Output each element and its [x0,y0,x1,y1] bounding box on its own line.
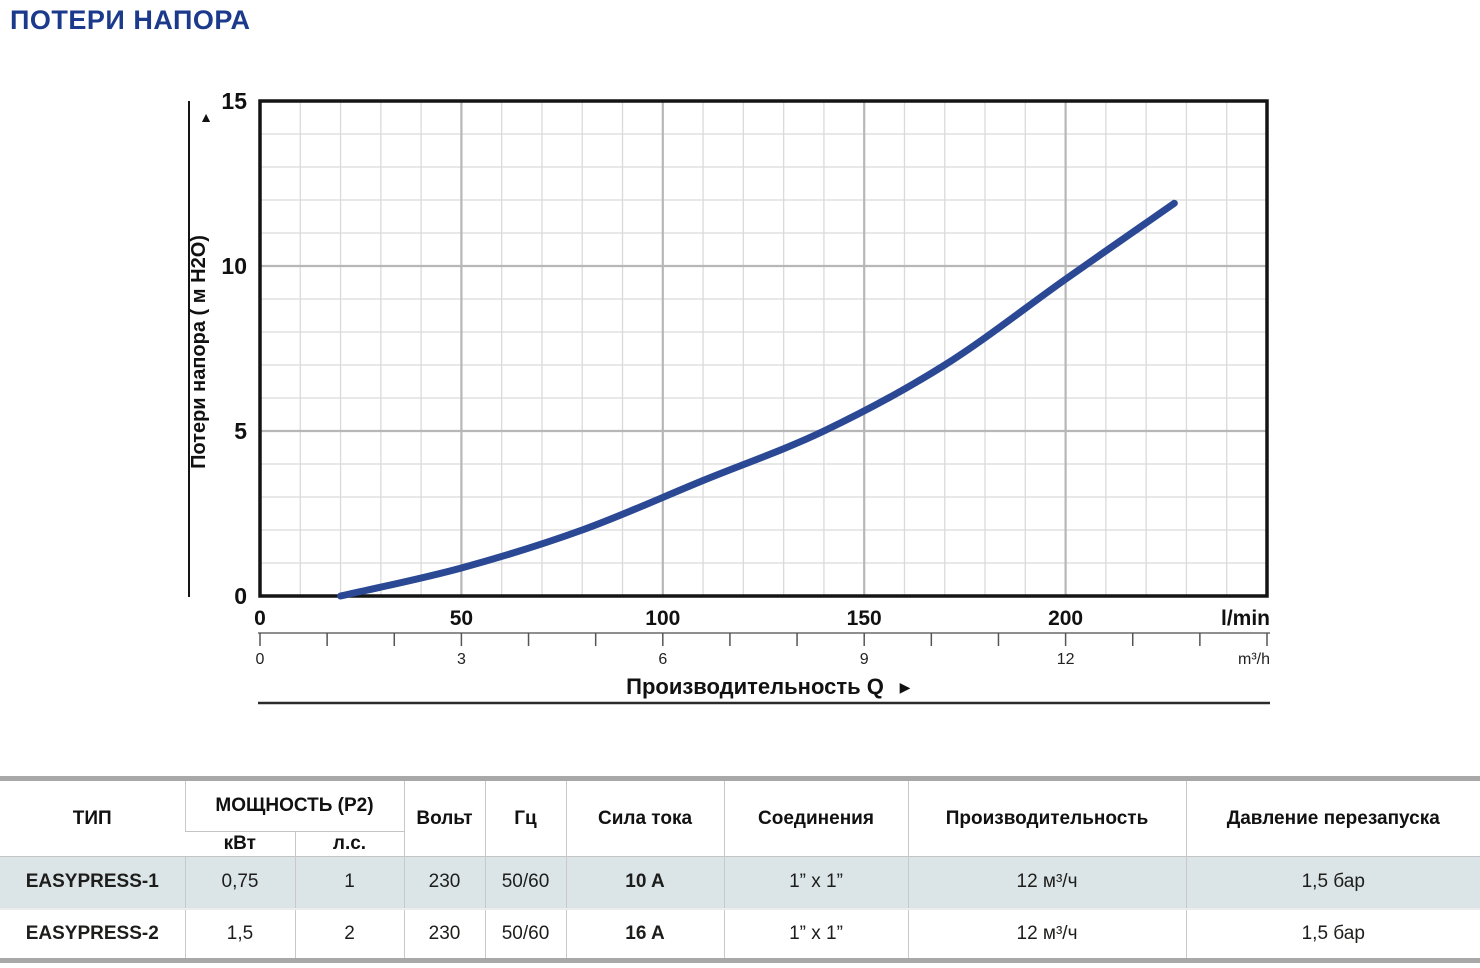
y-tick-label: 10 [221,253,247,279]
cell-kw: 1,5 [184,907,295,961]
header-connections: Соединения [723,778,908,857]
y-tick-label: 0 [234,583,247,609]
x-tick-label-m3h: 3 [457,651,466,668]
header-power-hp: л.с. [294,831,404,857]
head-loss-curve-line [337,199,1178,600]
cell-type: EASYPRESS-1 [0,856,185,909]
page-title: ПОТЕРИ НАПОРА [10,5,251,35]
head-loss-chart: 0 5 10 15 0 50 100 150 200 l/min 0 3 6 9 12 m³/h Потери … [0,80,1480,720]
header-subrow: кВт л.с. [0,831,1480,857]
x-tick-label-lmin: 0 [254,607,266,630]
y-axis-title: Потери напора ( м H2O) [188,235,210,469]
header-power-kw: кВт [223,833,256,854]
x-tick-label-lmin: 100 [645,607,680,630]
header-power: МОЩНОСТЬ (P2) [184,778,404,832]
x-tick-label-lmin: 150 [847,607,882,630]
x-tick-label-lmin: 200 [1048,607,1083,630]
cell-volt: 230 [403,907,485,961]
spec-table-container: ТИП МОЩНОСТЬ (P2) Вольт Гц Сила тока Сое… [0,776,1480,963]
header-capacity: Производительность [907,778,1186,857]
x-tick-label-m3h: 6 [658,651,667,668]
up-arrow-icon: ▲ [199,109,213,125]
x-tick-label-lmin: 50 [450,607,473,630]
plot-frame [258,99,1269,598]
header-type: ТИП [72,807,112,829]
cell-capacity: 12 м³/ч [907,856,1186,909]
header-volt: Вольт [403,778,485,857]
cell-current: 10 A [565,856,724,909]
header-row: ТИП МОЩНОСТЬ (P2) Вольт Гц Сила тока Сое… [0,778,1480,857]
y-tick-label: 5 [234,418,247,444]
right-arrow-icon: ▶ [900,679,911,695]
x-axis-title: Производительность Q [626,674,884,699]
cell-kw: 0,75 [184,856,295,909]
x-unit-lmin: l/min [1221,607,1270,630]
header-restart-pressure: Давление перезапуска [1185,778,1480,857]
cell-hp: 1 [294,856,404,909]
table-row-easypress-1: EASYPRESS-1 0,75 1 230 50/60 10 A 1” x 1… [0,856,1480,909]
x-tick-label-m3h: 9 [860,651,869,668]
cell-hz: 50/60 [484,856,566,909]
cell-current: 16 A [565,907,724,961]
x-tick-label-m3h: 0 [256,651,265,668]
x-unit-m3h: m³/h [1238,651,1270,668]
header-current: Сила тока [565,778,724,857]
cell-hz: 50/60 [484,907,566,961]
header-hz: Гц [484,778,566,857]
cell-restart-pressure: 1,5 бар [1185,907,1480,961]
spec-table: ТИП МОЩНОСТЬ (P2) Вольт Гц Сила тока Сое… [0,776,1480,963]
x-tick-label-m3h: 12 [1057,651,1075,668]
cell-volt: 230 [403,856,485,909]
cell-restart-pressure: 1,5 бар [1185,856,1480,909]
cell-capacity: 12 м³/ч [907,907,1186,961]
cell-connections: 1” x 1” [723,907,908,961]
table-row-easypress-2: EASYPRESS-2 1,5 2 230 50/60 16 A 1” x 1”… [0,907,1480,961]
cell-type: EASYPRESS-2 [0,907,185,961]
y-tick-label: 15 [221,88,247,114]
cell-hp: 2 [294,907,404,961]
cell-connections: 1” x 1” [723,856,908,909]
